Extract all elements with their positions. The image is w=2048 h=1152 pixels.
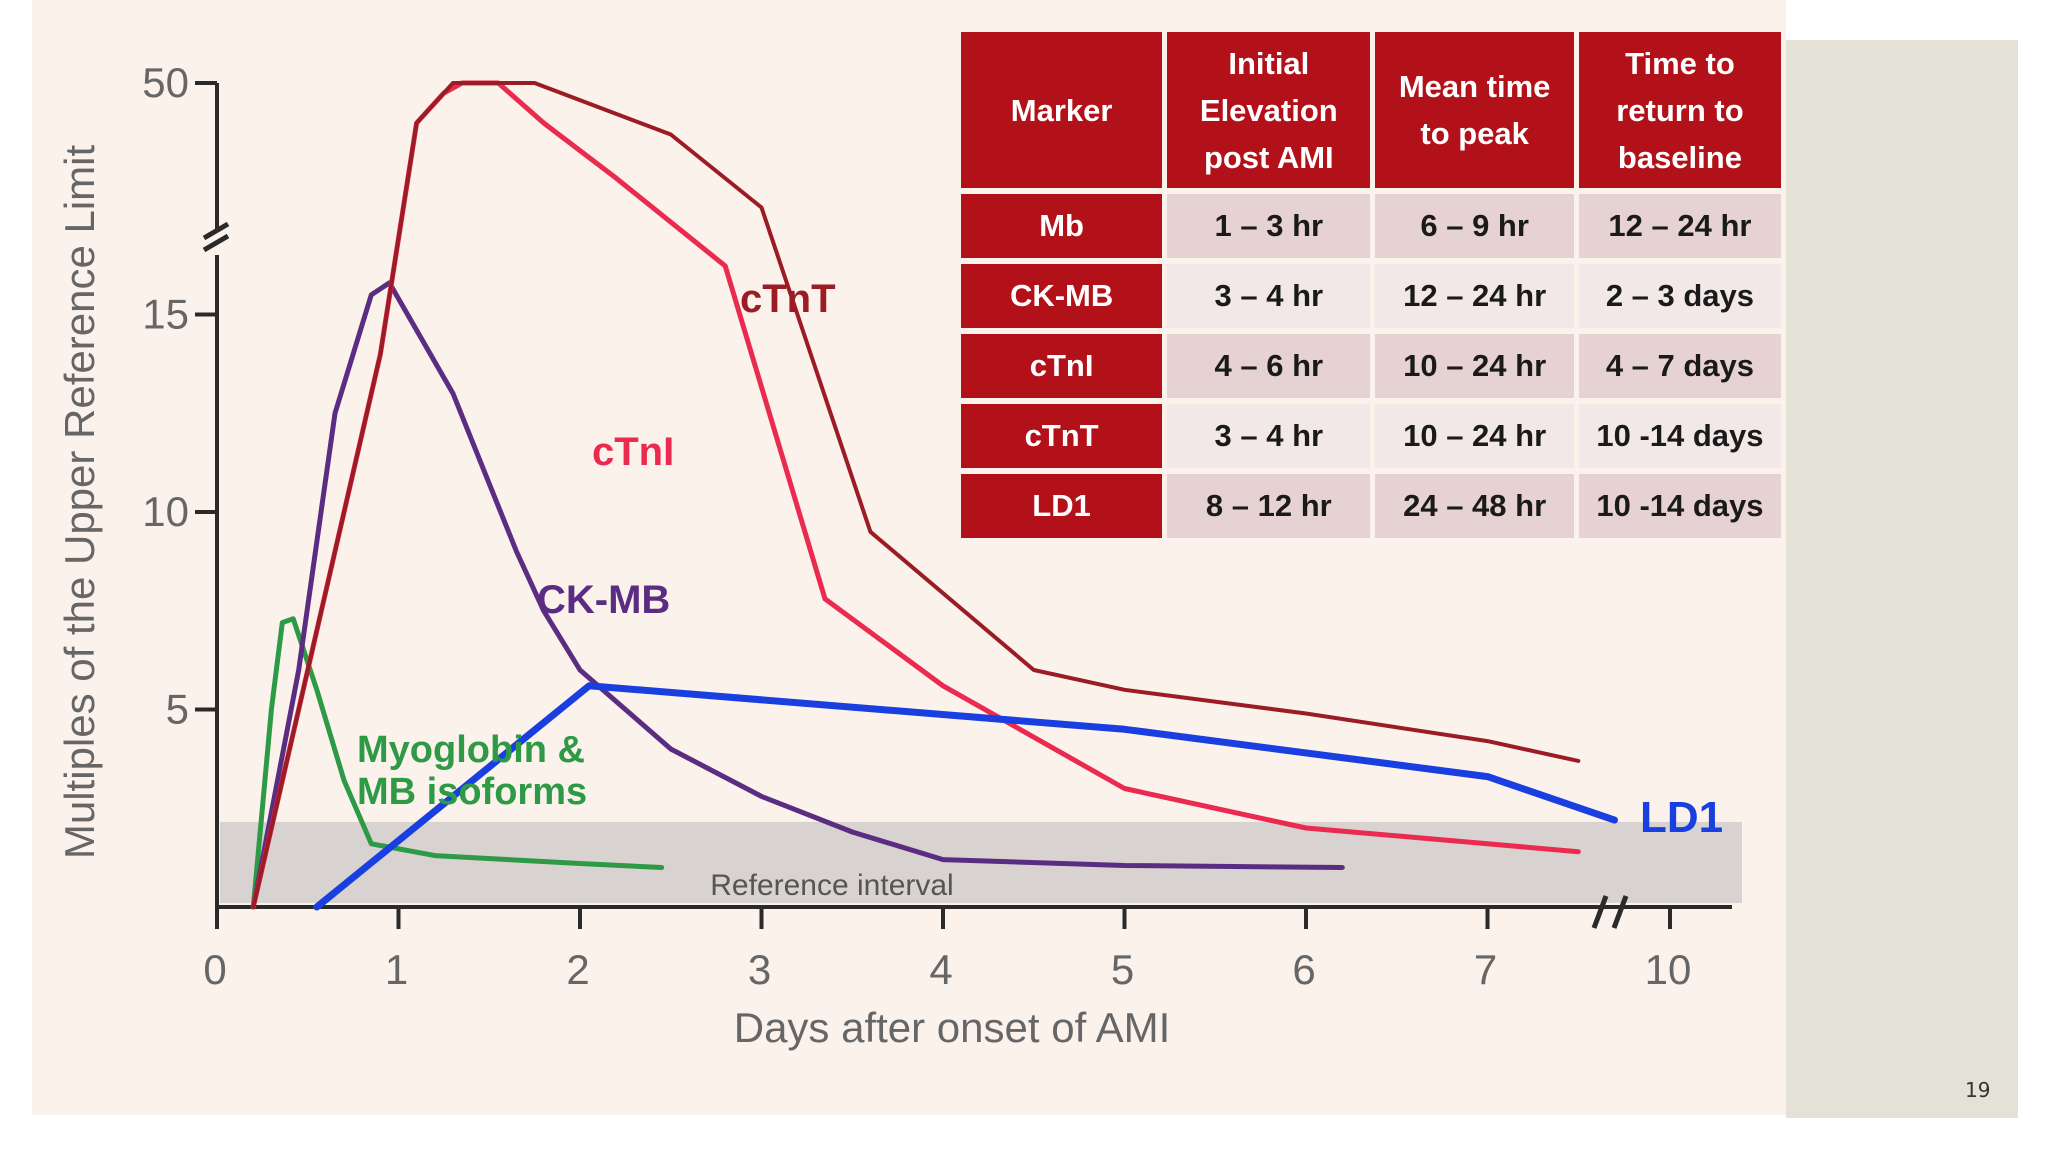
ctnt-label: cTnT — [740, 277, 836, 321]
header-marker: Marker — [961, 32, 1163, 188]
x-tick-label: 0 — [203, 946, 226, 993]
initial-elevation: 1 – 3 hr — [1167, 194, 1371, 258]
page-number: 19 — [1965, 1078, 1991, 1102]
x-tick-label: 2 — [566, 946, 589, 993]
header-time-to-peak: Mean time to peak — [1375, 32, 1574, 188]
biomarker-chart: Reference interval 0 1 2 3 4 5 6 7 10 5 10 15 50 Days … — [56, 59, 1742, 1051]
side-panel — [1786, 40, 2018, 1118]
x-tick-label: 1 — [385, 946, 408, 993]
time-to-peak: 24 – 48 hr — [1375, 474, 1574, 538]
return-baseline: 2 – 3 days — [1578, 264, 1781, 328]
reference-interval-label: Reference interval — [710, 869, 953, 902]
x-axis-break-marker — [1591, 895, 1629, 929]
x-axis-label: Days after onset of AMI — [734, 1004, 1171, 1051]
marker-name: CK-MB — [961, 264, 1163, 328]
ck-mb-label: CK-MB — [537, 578, 670, 622]
time-to-peak: 6 – 9 hr — [1375, 194, 1574, 258]
marker-name: cTnI — [961, 334, 1163, 398]
table-row: CK-MB 3 – 4 hr 12 – 24 hr 2 – 3 days — [961, 264, 1781, 328]
marker-name: Mb — [961, 194, 1163, 258]
return-baseline: 4 – 7 days — [1578, 334, 1781, 398]
header-return-baseline: Time to return to baseline — [1578, 32, 1781, 188]
y-axis-label: Multiples of the Upper Reference Limit — [56, 145, 103, 860]
x-tick-label: 3 — [748, 946, 771, 993]
return-baseline: 10 -14 days — [1578, 474, 1781, 538]
y-axis-break-marker — [202, 221, 230, 253]
ctnt-line — [251, 81, 1581, 909]
initial-elevation: 3 – 4 hr — [1167, 404, 1371, 468]
initial-elevation: 3 – 4 hr — [1167, 264, 1371, 328]
table-row: LD1 8 – 12 hr 24 – 48 hr 10 -14 days — [961, 474, 1781, 538]
table-row: Mb 1 – 3 hr 6 – 9 hr 12 – 24 hr — [961, 194, 1781, 258]
x-tick-label: 7 — [1474, 946, 1497, 993]
marker-name: cTnT — [961, 404, 1163, 468]
y-tick-label: 10 — [142, 488, 189, 535]
figure-panel: Reference interval 0 1 2 3 4 5 6 7 10 5 10 15 50 Days … — [32, 0, 1786, 1115]
myoglobin-line — [250, 616, 665, 910]
table-header-row: Marker Initial Elevation post AMI Mean t… — [961, 32, 1781, 188]
myoglobin-label: Myoglobin & MB isoforms — [357, 729, 587, 813]
x-tick-label: 6 — [1292, 946, 1315, 993]
ld1-label: LD1 — [1640, 793, 1723, 842]
x-tick-label: 5 — [1111, 946, 1134, 993]
time-to-peak: 10 – 24 hr — [1375, 334, 1574, 398]
table-row: cTnI 4 – 6 hr 10 – 24 hr 4 – 7 days — [961, 334, 1781, 398]
y-tick-label: 5 — [166, 686, 189, 733]
time-to-peak: 12 – 24 hr — [1375, 264, 1574, 328]
x-tick-label: 10 — [1645, 946, 1692, 993]
marker-name: LD1 — [961, 474, 1163, 538]
return-baseline: 12 – 24 hr — [1578, 194, 1781, 258]
header-initial-elevation: Initial Elevation post AMI — [1167, 32, 1371, 188]
marker-table: Marker Initial Elevation post AMI Mean t… — [956, 26, 1786, 544]
ctni-label: cTnI — [592, 430, 674, 474]
table-row: cTnT 3 – 4 hr 10 – 24 hr 10 -14 days — [961, 404, 1781, 468]
time-to-peak: 10 – 24 hr — [1375, 404, 1574, 468]
ck-mb-line — [250, 280, 1345, 910]
x-tick-label: 4 — [929, 946, 952, 993]
return-baseline: 10 -14 days — [1578, 404, 1781, 468]
initial-elevation: 8 – 12 hr — [1167, 474, 1371, 538]
initial-elevation: 4 – 6 hr — [1167, 334, 1371, 398]
y-tick-label: 50 — [142, 59, 189, 106]
ld1-line — [313, 682, 1618, 911]
y-tick-label: 15 — [142, 291, 189, 338]
